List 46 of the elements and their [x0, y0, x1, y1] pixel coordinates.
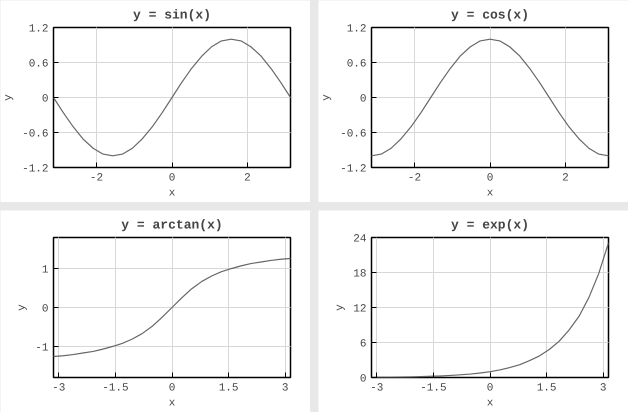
x-axis-title: x [486, 188, 494, 200]
y-axis-title: y [334, 304, 346, 311]
y-tick-label: 18 [353, 268, 366, 280]
y-tick-label: 24 [353, 234, 367, 246]
x-tick-label: 0 [168, 382, 176, 394]
y-axis-title: y [3, 94, 16, 101]
y-tick-label: 0 [42, 304, 49, 316]
x-tick-label: 3 [600, 382, 607, 394]
y-axis-title: y [16, 304, 28, 311]
y-tick-label: -0.6 [22, 128, 48, 140]
y-tick-label: 0 [360, 94, 367, 106]
x-tick-label: -2 [408, 172, 422, 184]
y-tick-label: 0.6 [28, 58, 49, 70]
x-tick-label: 2 [244, 172, 251, 184]
x-axis-title: x [486, 398, 494, 410]
x-tick-label: 0 [168, 172, 176, 184]
chart-title: y = sin(x) [132, 8, 212, 22]
y-tick-label: 1.2 [346, 24, 367, 36]
x-tick-label: 1.5 [218, 382, 239, 394]
x-tick-label: -1.5 [420, 382, 447, 394]
x-tick-label: -1.5 [102, 382, 129, 394]
y-tick-label: 6 [360, 338, 367, 350]
chart-title: y = arctan(x) [121, 218, 223, 232]
y-tick-label: 12 [353, 304, 366, 316]
y-tick-label: -1.2 [22, 164, 48, 176]
y-tick-label: -0.6 [340, 128, 366, 140]
y-tick-label: 0 [360, 374, 367, 386]
y-tick-label: 1.2 [28, 24, 49, 36]
y-axis-title: y [321, 94, 334, 101]
y-tick-label: 1 [42, 264, 49, 277]
x-tick-label: 0 [486, 172, 494, 184]
y-tick-label: -1.2 [340, 164, 366, 176]
y-tick-label: 0.6 [346, 58, 367, 70]
x-tick-label: 2 [562, 172, 569, 184]
x-tick-label: -2 [90, 172, 104, 184]
y-tick-label: -1 [35, 342, 49, 354]
x-tick-label: 0 [486, 382, 494, 394]
x-axis-title: x [168, 188, 176, 200]
y-tick-label: 0 [42, 94, 49, 106]
x-axis-title: x [168, 398, 176, 410]
x-tick-label: -3 [52, 382, 66, 394]
chart-title: y = cos(x) [450, 8, 530, 22]
chart-title: y = exp(x) [450, 218, 530, 232]
x-tick-label: 1.5 [536, 382, 557, 394]
x-tick-label: 3 [282, 382, 289, 394]
x-tick-label: -3 [370, 382, 384, 394]
